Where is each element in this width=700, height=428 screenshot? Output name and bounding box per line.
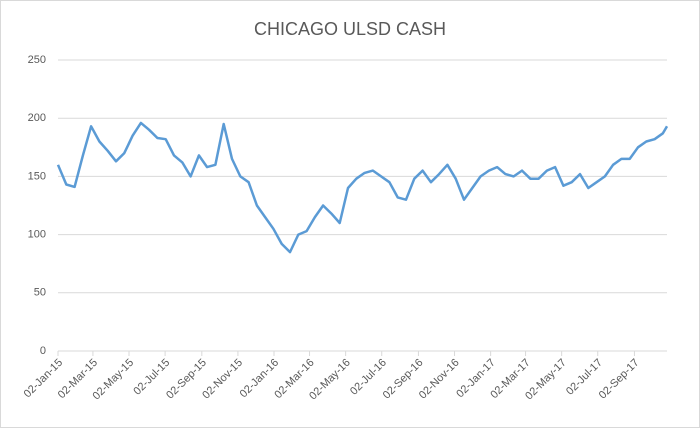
y-tick-label: 50: [34, 287, 46, 299]
y-tick-label: 200: [28, 112, 46, 124]
y-tick-label: 0: [40, 345, 46, 357]
y-tick-label: 250: [28, 54, 46, 66]
data-line: [56, 121, 669, 254]
y-tick-label: 100: [28, 229, 46, 241]
chart-title: CHICAGO ULSD CASH: [254, 19, 446, 39]
y-tick-label: 150: [28, 170, 46, 182]
